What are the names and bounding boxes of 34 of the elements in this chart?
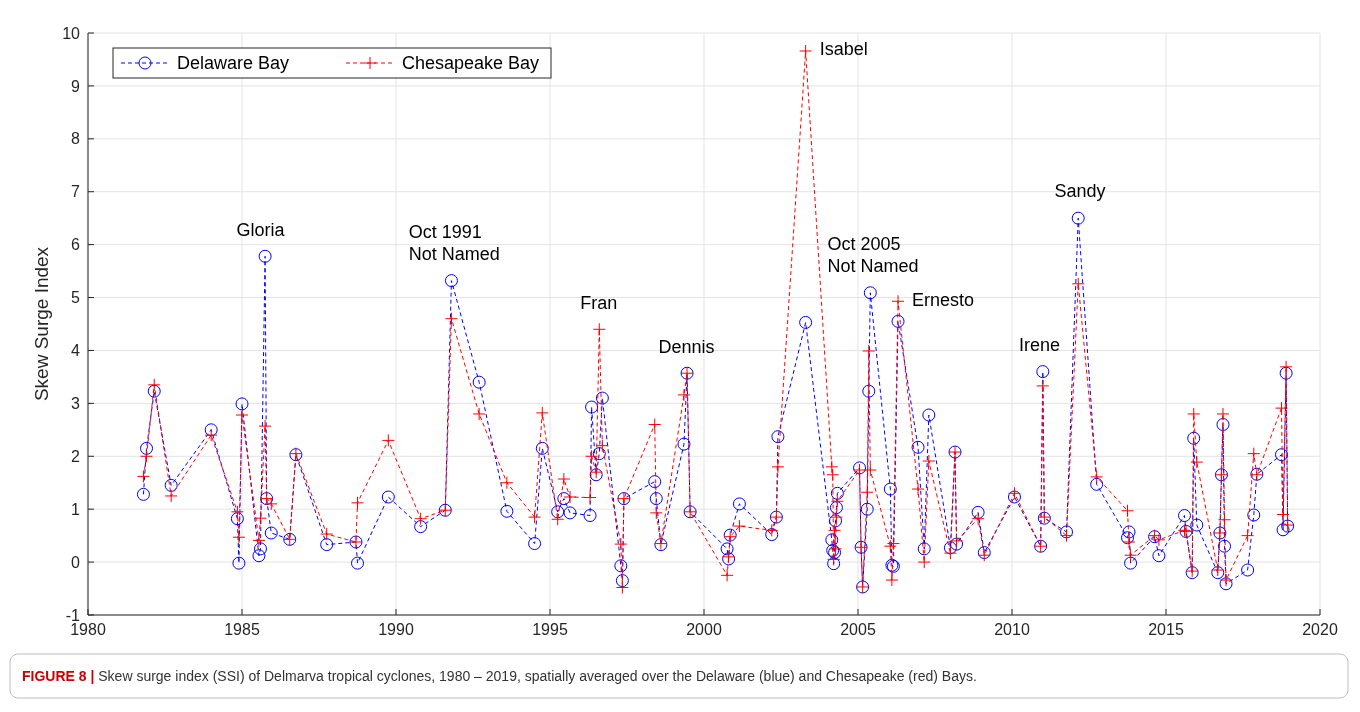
annotation: Isabel [819, 39, 868, 60]
x-tick-label: 2020 [1302, 621, 1338, 638]
y-tick-label: 8 [71, 130, 81, 148]
y-tick-label: 7 [71, 183, 81, 201]
x-tick-label: 2015 [1148, 621, 1184, 638]
y-tick-label: 9 [71, 77, 81, 95]
x-tick-label: 2000 [686, 621, 722, 638]
y-tick-label: 0 [71, 553, 81, 571]
y-axis-title: Skew Surge Index [31, 246, 52, 402]
y-tick-label: 6 [71, 236, 81, 254]
x-tick-label: 1980 [70, 621, 106, 638]
annotation: Fran [580, 292, 618, 313]
x-tick-label: 2005 [840, 621, 876, 638]
y-tick-label: 4 [71, 342, 81, 360]
caption: FIGURE 8 | Skew surge index (SSI) of Delmarva tropical cyclones, 1980 – 2019, spatially averaged over the Delaware (blue) and Chesapeake (red) Bays. [22, 667, 977, 684]
annotation: Dennis [658, 336, 715, 357]
annotation: Ernesto [912, 289, 975, 310]
annotation: Gloria [236, 219, 286, 240]
x-tick-label: 1990 [378, 621, 414, 638]
y-tick-label: 2 [71, 447, 81, 465]
y-tick-label: 3 [71, 394, 81, 412]
x-tick-label: 2010 [994, 621, 1030, 638]
y-tick-label: -1 [65, 606, 81, 624]
annotation: Oct 2005 Not Named [827, 234, 919, 277]
legend-label: Delaware Bay [177, 53, 290, 74]
x-tick-label: 1995 [532, 621, 568, 638]
annotation: Irene [1019, 334, 1061, 355]
y-tick-label: 5 [71, 289, 81, 307]
y-tick-label: 10 [62, 24, 81, 42]
annotation: Sandy [1054, 181, 1106, 202]
y-tick-label: 1 [71, 500, 81, 518]
legend-label: Chesapeake Bay [402, 53, 540, 74]
annotation: Oct 1991 Not Named [408, 221, 500, 264]
x-tick-label: 1985 [224, 621, 260, 638]
